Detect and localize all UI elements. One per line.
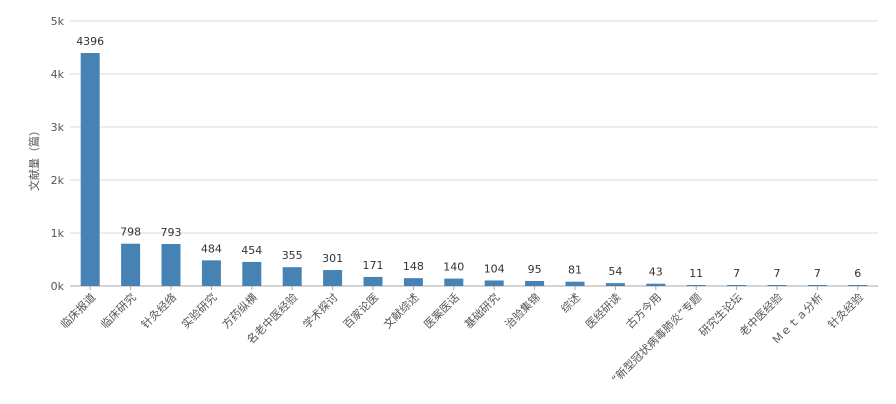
data-label: 793 xyxy=(161,226,182,239)
data-label: 11 xyxy=(689,267,703,280)
data-label: 798 xyxy=(120,226,141,239)
data-label: 454 xyxy=(241,244,262,257)
bar[interactable] xyxy=(848,285,868,286)
data-label: 301 xyxy=(322,252,343,265)
gridlines xyxy=(70,20,878,287)
bar[interactable] xyxy=(201,260,221,286)
y-tick-label: 0k xyxy=(51,280,65,293)
bar[interactable] xyxy=(727,285,747,286)
bar[interactable] xyxy=(767,285,787,286)
y-tick-label: 2k xyxy=(51,174,65,187)
data-labels: 4396 798 793 484 454 355 301 171 148 140 104 95 81 54… xyxy=(76,35,861,280)
y-tick-label: 4k xyxy=(51,68,65,81)
bar[interactable] xyxy=(161,243,181,286)
bars xyxy=(80,53,868,287)
data-label: 7 xyxy=(733,267,740,280)
data-label: 355 xyxy=(282,249,303,262)
data-label: 95 xyxy=(528,263,542,276)
category-label: 治验集锦 xyxy=(502,290,543,331)
bar[interactable] xyxy=(80,53,100,287)
category-label: 临床研究 xyxy=(98,290,139,331)
category-label: 临床报道 xyxy=(57,290,98,331)
bar[interactable] xyxy=(484,280,504,286)
category-label: 综述 xyxy=(558,290,583,315)
data-label: 104 xyxy=(484,262,505,275)
category-label: 百家论医 xyxy=(340,290,381,331)
bar[interactable] xyxy=(363,276,383,286)
data-label: 4396 xyxy=(76,35,104,48)
category-label: 文献综述 xyxy=(381,290,422,331)
category-label: 基础研究 xyxy=(461,290,502,331)
category-label: 方药纵横 xyxy=(219,290,260,331)
data-label: 171 xyxy=(363,259,384,272)
bar[interactable] xyxy=(565,281,585,286)
category-label: 研究生论坛 xyxy=(696,290,745,339)
bar[interactable] xyxy=(242,261,262,286)
y-tick-label: 1k xyxy=(51,227,65,240)
data-label: 81 xyxy=(568,264,582,277)
data-label: 6 xyxy=(854,267,861,280)
bar[interactable] xyxy=(525,280,545,286)
category-label: 古方今用 xyxy=(623,290,664,331)
category-label: 实验研究 xyxy=(179,290,220,331)
y-axis-title: 文献量（篇） xyxy=(27,125,41,191)
bar[interactable] xyxy=(686,285,706,286)
y-tick-label: 5k xyxy=(51,15,65,28)
y-tick-label: 3k xyxy=(51,121,65,134)
bar[interactable] xyxy=(323,270,343,286)
bar[interactable] xyxy=(282,267,302,286)
bar[interactable] xyxy=(403,278,423,286)
data-label: 54 xyxy=(608,265,622,278)
bar[interactable] xyxy=(121,243,141,286)
category-label: 医经研读 xyxy=(583,290,624,331)
bar[interactable] xyxy=(444,278,464,286)
data-label: 7 xyxy=(814,267,821,280)
data-label: 484 xyxy=(201,242,222,255)
bar[interactable] xyxy=(605,283,625,286)
data-label: 140 xyxy=(443,261,464,274)
category-label: 学术探讨 xyxy=(300,290,341,331)
category-label: 医案医话 xyxy=(421,290,462,331)
data-label: 148 xyxy=(403,260,424,273)
data-label: 7 xyxy=(774,267,781,280)
category-label: 针灸经验 xyxy=(825,290,866,331)
bar[interactable] xyxy=(807,285,827,286)
bar[interactable] xyxy=(646,283,666,286)
category-label: 针灸经络 xyxy=(138,290,179,331)
data-label: 43 xyxy=(649,266,663,279)
